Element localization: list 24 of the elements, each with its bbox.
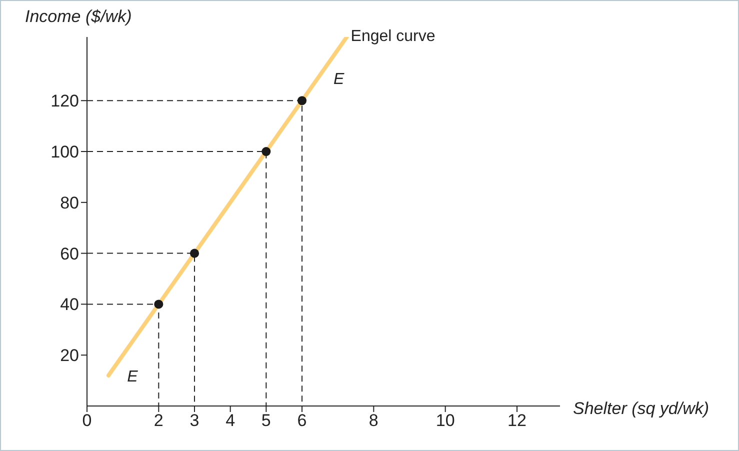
x-tick-label: 2: [154, 411, 164, 430]
x-tick-label: 5: [261, 411, 271, 430]
y-tick-label: 80: [60, 193, 79, 212]
y-tick-label: 20: [60, 346, 79, 366]
y-axis-title: Income ($/wk): [25, 7, 132, 27]
point: [190, 248, 200, 258]
point: [297, 96, 307, 106]
annotation: E: [333, 71, 344, 88]
x-tick-label: 3: [190, 411, 200, 430]
point: [262, 147, 271, 156]
point: [154, 300, 164, 309]
annotation: E: [127, 368, 138, 386]
y-tick-label: 40: [60, 295, 79, 314]
y-tick-label: 120: [50, 92, 79, 111]
y-tick-label: 60: [60, 244, 79, 264]
y-tick-label: 100: [50, 142, 79, 162]
x-axis-title: Shelter (sq yd/wk): [573, 399, 710, 419]
x-tick-label: 12: [508, 411, 526, 430]
x-tick-label: 0: [82, 411, 92, 430]
x-tick-label: 10: [436, 411, 455, 430]
x-tick-label: 4: [226, 411, 236, 430]
x-tick-label: 8: [368, 411, 378, 430]
x-tick-label: 6: [297, 411, 307, 430]
series-label: Engel curve: [350, 28, 436, 45]
